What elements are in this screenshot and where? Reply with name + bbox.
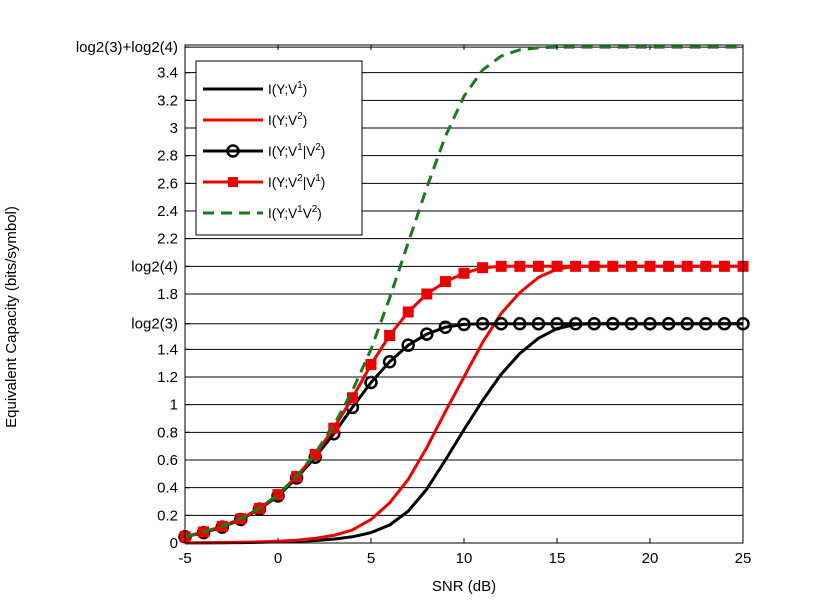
data-point	[421, 288, 433, 300]
data-point	[644, 260, 656, 272]
series-line	[184, 45, 743, 539]
data-point	[588, 260, 600, 272]
data-point	[681, 260, 693, 272]
axis-ticks: 0 0.2 0.4 0.6 0.8 1 1.2 1.4 log2(3) 1.8 log2(4) 2.2…	[76, 39, 752, 567]
data-point	[717, 316, 732, 331]
legend: I(Y;V1) I(Y;V2) I(Y;V1|V2) I(Y;V2|V1) I(Y;V1…	[195, 60, 363, 236]
data-point	[514, 260, 526, 272]
series-4	[184, 45, 743, 539]
data-point	[570, 260, 582, 272]
data-point	[438, 320, 453, 334]
series-lines	[178, 45, 750, 545]
data-point	[439, 276, 451, 288]
data-point	[587, 316, 601, 331]
legend-label: I(Y;V1V2)	[268, 204, 322, 221]
y-tick-label: 1	[170, 397, 178, 414]
y-tick-label: 1.8	[157, 286, 178, 303]
y-tick-label: 0	[170, 535, 178, 552]
legend-label: I(Y;V1|V2)	[268, 142, 325, 159]
data-point	[700, 260, 712, 272]
x-tick-label: 20	[642, 550, 659, 567]
data-point	[364, 375, 378, 390]
data-point	[328, 422, 340, 434]
data-point	[532, 260, 544, 272]
data-point	[475, 316, 490, 331]
data-point	[663, 260, 675, 272]
legend-entry: I(Y;V1V2)	[203, 204, 322, 221]
data-point	[661, 316, 676, 331]
legend-label: I(Y;V2|V1)	[268, 173, 325, 190]
data-point	[495, 260, 507, 272]
data-point	[382, 355, 397, 369]
x-axis-label: SNR (dB)	[432, 578, 496, 595]
legend-label: I(Y;V2)	[268, 111, 307, 128]
legend-entry: I(Y;V2)	[203, 111, 307, 128]
data-point	[568, 316, 583, 331]
y-tick-label: 0.4	[157, 480, 178, 497]
data-point	[402, 306, 414, 318]
data-point	[272, 489, 284, 501]
legend-marker	[226, 144, 240, 158]
legend-entry: I(Y;V2|V1)	[203, 173, 325, 190]
data-point	[384, 330, 396, 341]
y-tick-label: 3	[170, 120, 178, 137]
data-point	[624, 316, 639, 331]
data-point	[550, 316, 564, 331]
y-axis-label: Equivalent Capacity (bits/symbol)	[3, 206, 20, 428]
y-tick-label: 2.6	[157, 175, 178, 192]
legend-label: I(Y;V1)	[268, 80, 307, 97]
y-tick-label: 1.4	[157, 341, 178, 358]
data-point	[420, 327, 434, 341]
y-tick-label: 2.4	[157, 203, 178, 220]
data-point	[309, 448, 321, 460]
y-tick-label: 0.8	[157, 424, 178, 441]
legend-entry: I(Y;V1|V2)	[203, 142, 325, 159]
y-tick-label: 0.2	[157, 507, 178, 524]
data-point	[531, 316, 546, 331]
y-tick-label: log2(4)	[131, 258, 178, 275]
data-point	[494, 316, 508, 331]
x-tick-label: -5	[178, 550, 191, 567]
y-tick-label: log2(3)+log2(4)	[76, 39, 178, 56]
y-tick-label: log2(3)	[131, 316, 178, 333]
x-tick-label: 15	[549, 550, 566, 567]
legend-entry: I(Y;V1)	[203, 80, 307, 97]
data-point	[680, 316, 694, 331]
x-tick-label: 25	[735, 550, 752, 567]
data-point	[401, 338, 415, 352]
data-point	[606, 316, 620, 331]
data-point	[477, 262, 489, 274]
data-point	[458, 267, 470, 279]
data-point	[607, 260, 619, 272]
y-tick-label: 1.2	[157, 369, 178, 386]
x-tick-label: 0	[274, 550, 282, 567]
data-point	[643, 316, 657, 331]
y-tick-label: 3.4	[157, 65, 178, 82]
data-point	[513, 316, 527, 331]
data-point	[457, 317, 471, 332]
data-point	[699, 316, 713, 331]
y-tick-label: 0.6	[157, 452, 178, 469]
legend-marker	[228, 177, 238, 187]
data-point	[625, 260, 637, 272]
y-tick-label: 2.2	[157, 231, 178, 248]
y-tick-label: 3.2	[157, 92, 178, 109]
data-point	[551, 260, 563, 272]
y-tick-label: 2.8	[157, 148, 178, 165]
data-point	[365, 359, 377, 371]
data-point	[718, 260, 730, 272]
x-tick-label: 5	[367, 550, 375, 567]
x-tick-label: 10	[456, 550, 473, 567]
